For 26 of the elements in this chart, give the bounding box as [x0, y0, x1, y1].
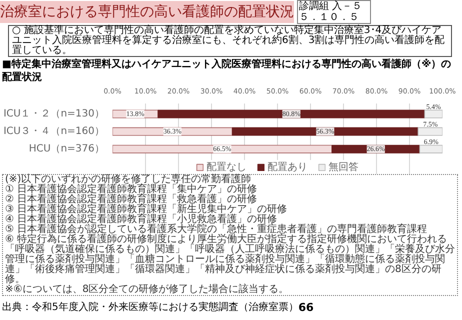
bar: [419, 144, 442, 154]
y-tick-label: HCU（n=376）: [28, 144, 104, 155]
text: ① 日本看護協会認定看護師教育課程「集中ケア」の研修: [5, 184, 258, 195]
bar: [112, 144, 332, 154]
source-note: 出典：令和5年度入院・外来医療等における実態調査（治療室票）: [2, 301, 298, 315]
text: ○ 施設基準において専門性の高い看護師の配置を求めていない特定集中治療室3･4及びハイケアユニット入院医療管理料を算定する治療室にも、それぞれ約6割、3割は専門性の高い看護師を配置している。: [8, 25, 452, 57]
legend-label: 配置あり: [268, 160, 308, 174]
bar: [158, 110, 426, 118]
annotation: (※)以下のいずれかの研修を修了した専任の常勤看護師: [5, 174, 252, 185]
text: ※⑥については、8区分全ての研修が修了した場合に該当する。: [5, 284, 290, 295]
chart-subtitle: ■特定集中治療室管理料又はハイケアユニット入院医療管理料における専門性の高い看護師（※）の配置状況: [2, 58, 452, 84]
text: ⑥ 特定行為に係る看護師の研修制度により厚生労働大臣が指定する指定研修機関において行われる「呼吸器（気道確保に係るもの）関連」「呼吸器（人工呼吸療法に係るもの）関連」「栄養及び水分管理に係る薬剤投与関連」「血糖コントロールに係る薬剤投与関連」「循環動態に係る薬剤投与関連」「術後疼痛管理関連」「循環器関連」「精神及び神経症状に係る薬剤投与関連」の8区分の研修。: [5, 234, 455, 285]
bar: [232, 127, 418, 136]
legend-label: 配置なし: [206, 160, 246, 174]
y-tick-label: ICU３・４（n=160）: [3, 126, 105, 138]
text: 66: [298, 301, 314, 315]
text: ④ 日本看護協会認定看護師教育課程「小児救急看護」の研修: [5, 214, 278, 225]
bar: [418, 127, 442, 136]
chart-title: 治療室における専門性の高い看護師の配置状況: [0, 1, 294, 23]
text: ⑤ 日本看護協会が認定している看護系大学院の「急性・重症患者看護」の専門看護師教育課程: [5, 224, 428, 235]
text: ③ 日本看護協会認定看護師教育課程「新生児集中ケア」の研修: [5, 204, 288, 215]
text: ② 日本看護協会認定看護師教育課程「救急看護」の研修: [5, 194, 258, 205]
bar: [424, 110, 442, 118]
legend-label: 無回答: [328, 161, 358, 174]
text: 診調組 入－５５．１０．５: [297, 0, 371, 24]
y-tick-label: ICU１・２（n=130）: [3, 108, 105, 120]
